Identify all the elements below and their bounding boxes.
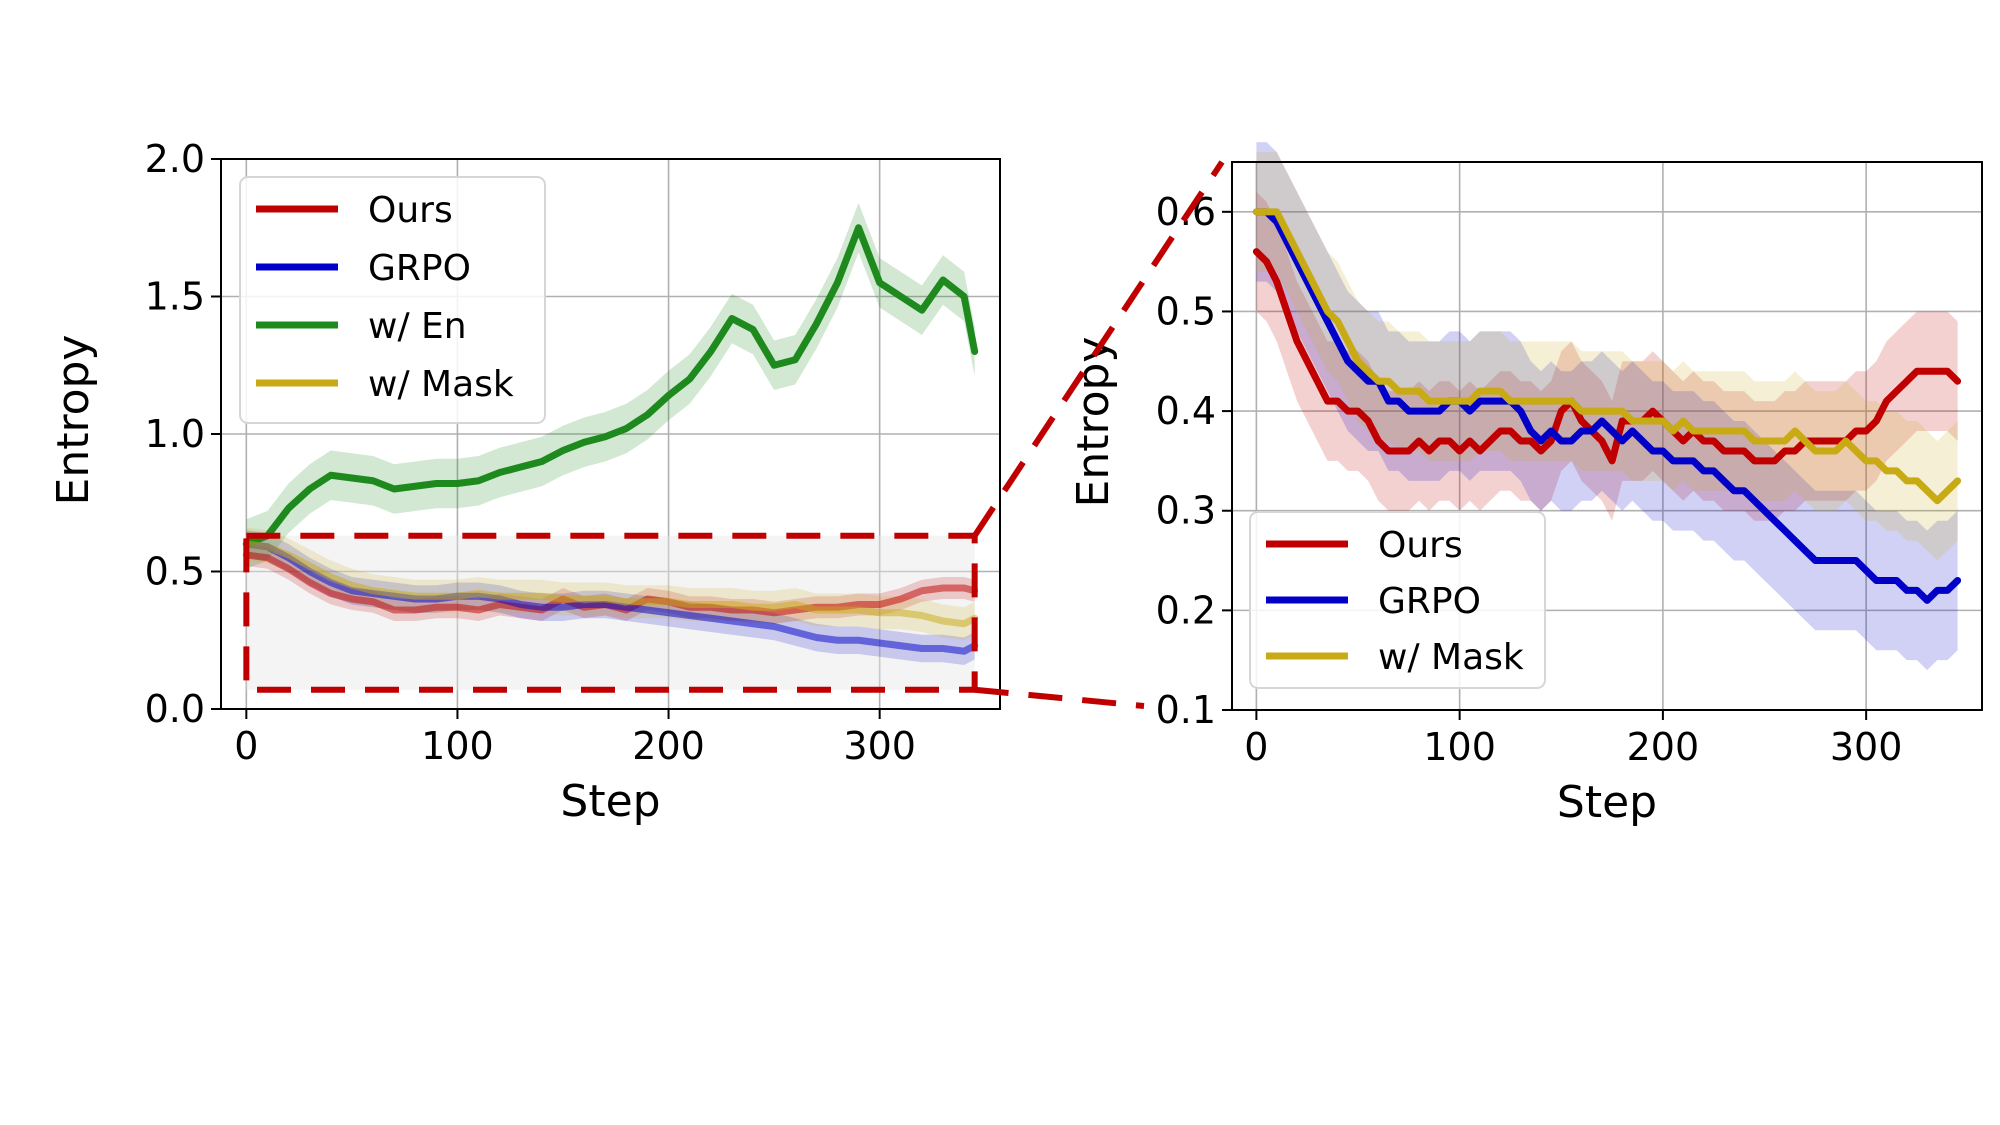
right-ytick-label-2: 0.3 (1156, 489, 1216, 533)
right-axes-frame (1231, 161, 1983, 711)
left-ytick-label-1: 0.5 (145, 550, 205, 594)
right-legend (1249, 511, 1546, 689)
right-ytick-label-3: 0.4 (1156, 389, 1216, 433)
left-entropy-chart: 0 100 200 300 0.0 0.5 1.0 1.5 2.0 Step Entropy Ours… (48, 137, 1001, 827)
left-legend-label-w-en: w/ En (368, 306, 467, 347)
left-legend-label-grpo: GRPO (368, 248, 471, 289)
right-xtick-label-100: 100 (1423, 725, 1496, 769)
right-ytick-label-4: 0.5 (1156, 289, 1216, 333)
right-xtick-label-300: 300 (1830, 725, 1903, 769)
left-legend-label-ours: Ours (368, 190, 453, 231)
right-x-axis-label: Step (1557, 777, 1657, 828)
right-legend-label-grpo: GRPO (1378, 581, 1481, 622)
left-y-axis-label: Entropy (48, 335, 99, 506)
right-band-w-mask (1256, 152, 1958, 561)
right-ytick-label-0: 0.1 (1156, 688, 1216, 732)
left-ytick-label-3: 1.5 (145, 275, 205, 319)
right-ytick-label-1: 0.2 (1156, 588, 1216, 632)
left-line-w-en (242, 224, 979, 548)
right-band-grpo (1256, 142, 1958, 671)
left-xtick-label-300: 300 (843, 724, 916, 768)
zoom-box (243, 532, 978, 693)
left-x-axis-label: Step (560, 776, 660, 827)
right-zoom-chart: 01002003000.10.20.30.40.50.6StepEntropyO… (1068, 142, 1983, 828)
left-ytick-label-0: 0.0 (145, 687, 205, 731)
left-xtick-label-0: 0 (234, 724, 258, 768)
zoom-connector-top (972, 160, 1225, 538)
left-line-w-mask (242, 540, 979, 628)
left-band-w-en (246, 203, 975, 569)
right-xtick-label-200: 200 (1627, 725, 1700, 769)
right-line-grpo (1252, 208, 1962, 604)
right-xtick-label-0: 0 (1244, 725, 1268, 769)
zoom-connector (243, 160, 1225, 709)
left-xtick-label-200: 200 (632, 724, 705, 768)
left-ytick-label-4: 2.0 (145, 137, 205, 181)
zoom-connector-bottom (974, 686, 1145, 709)
left-ytick-label-2: 1.0 (145, 412, 205, 456)
right-y-axis-label: Entropy (1068, 337, 1119, 508)
left-xtick-label-100: 100 (421, 724, 494, 768)
right-legend-label-ours: Ours (1378, 525, 1463, 566)
right-legend-label-w-mask: w/ Mask (1378, 637, 1524, 678)
left-legend (239, 176, 546, 424)
right-line-ours (1252, 248, 1962, 465)
left-legend-label-w-mask: w/ Mask (368, 364, 514, 405)
right-line-w-mask (1252, 208, 1962, 505)
